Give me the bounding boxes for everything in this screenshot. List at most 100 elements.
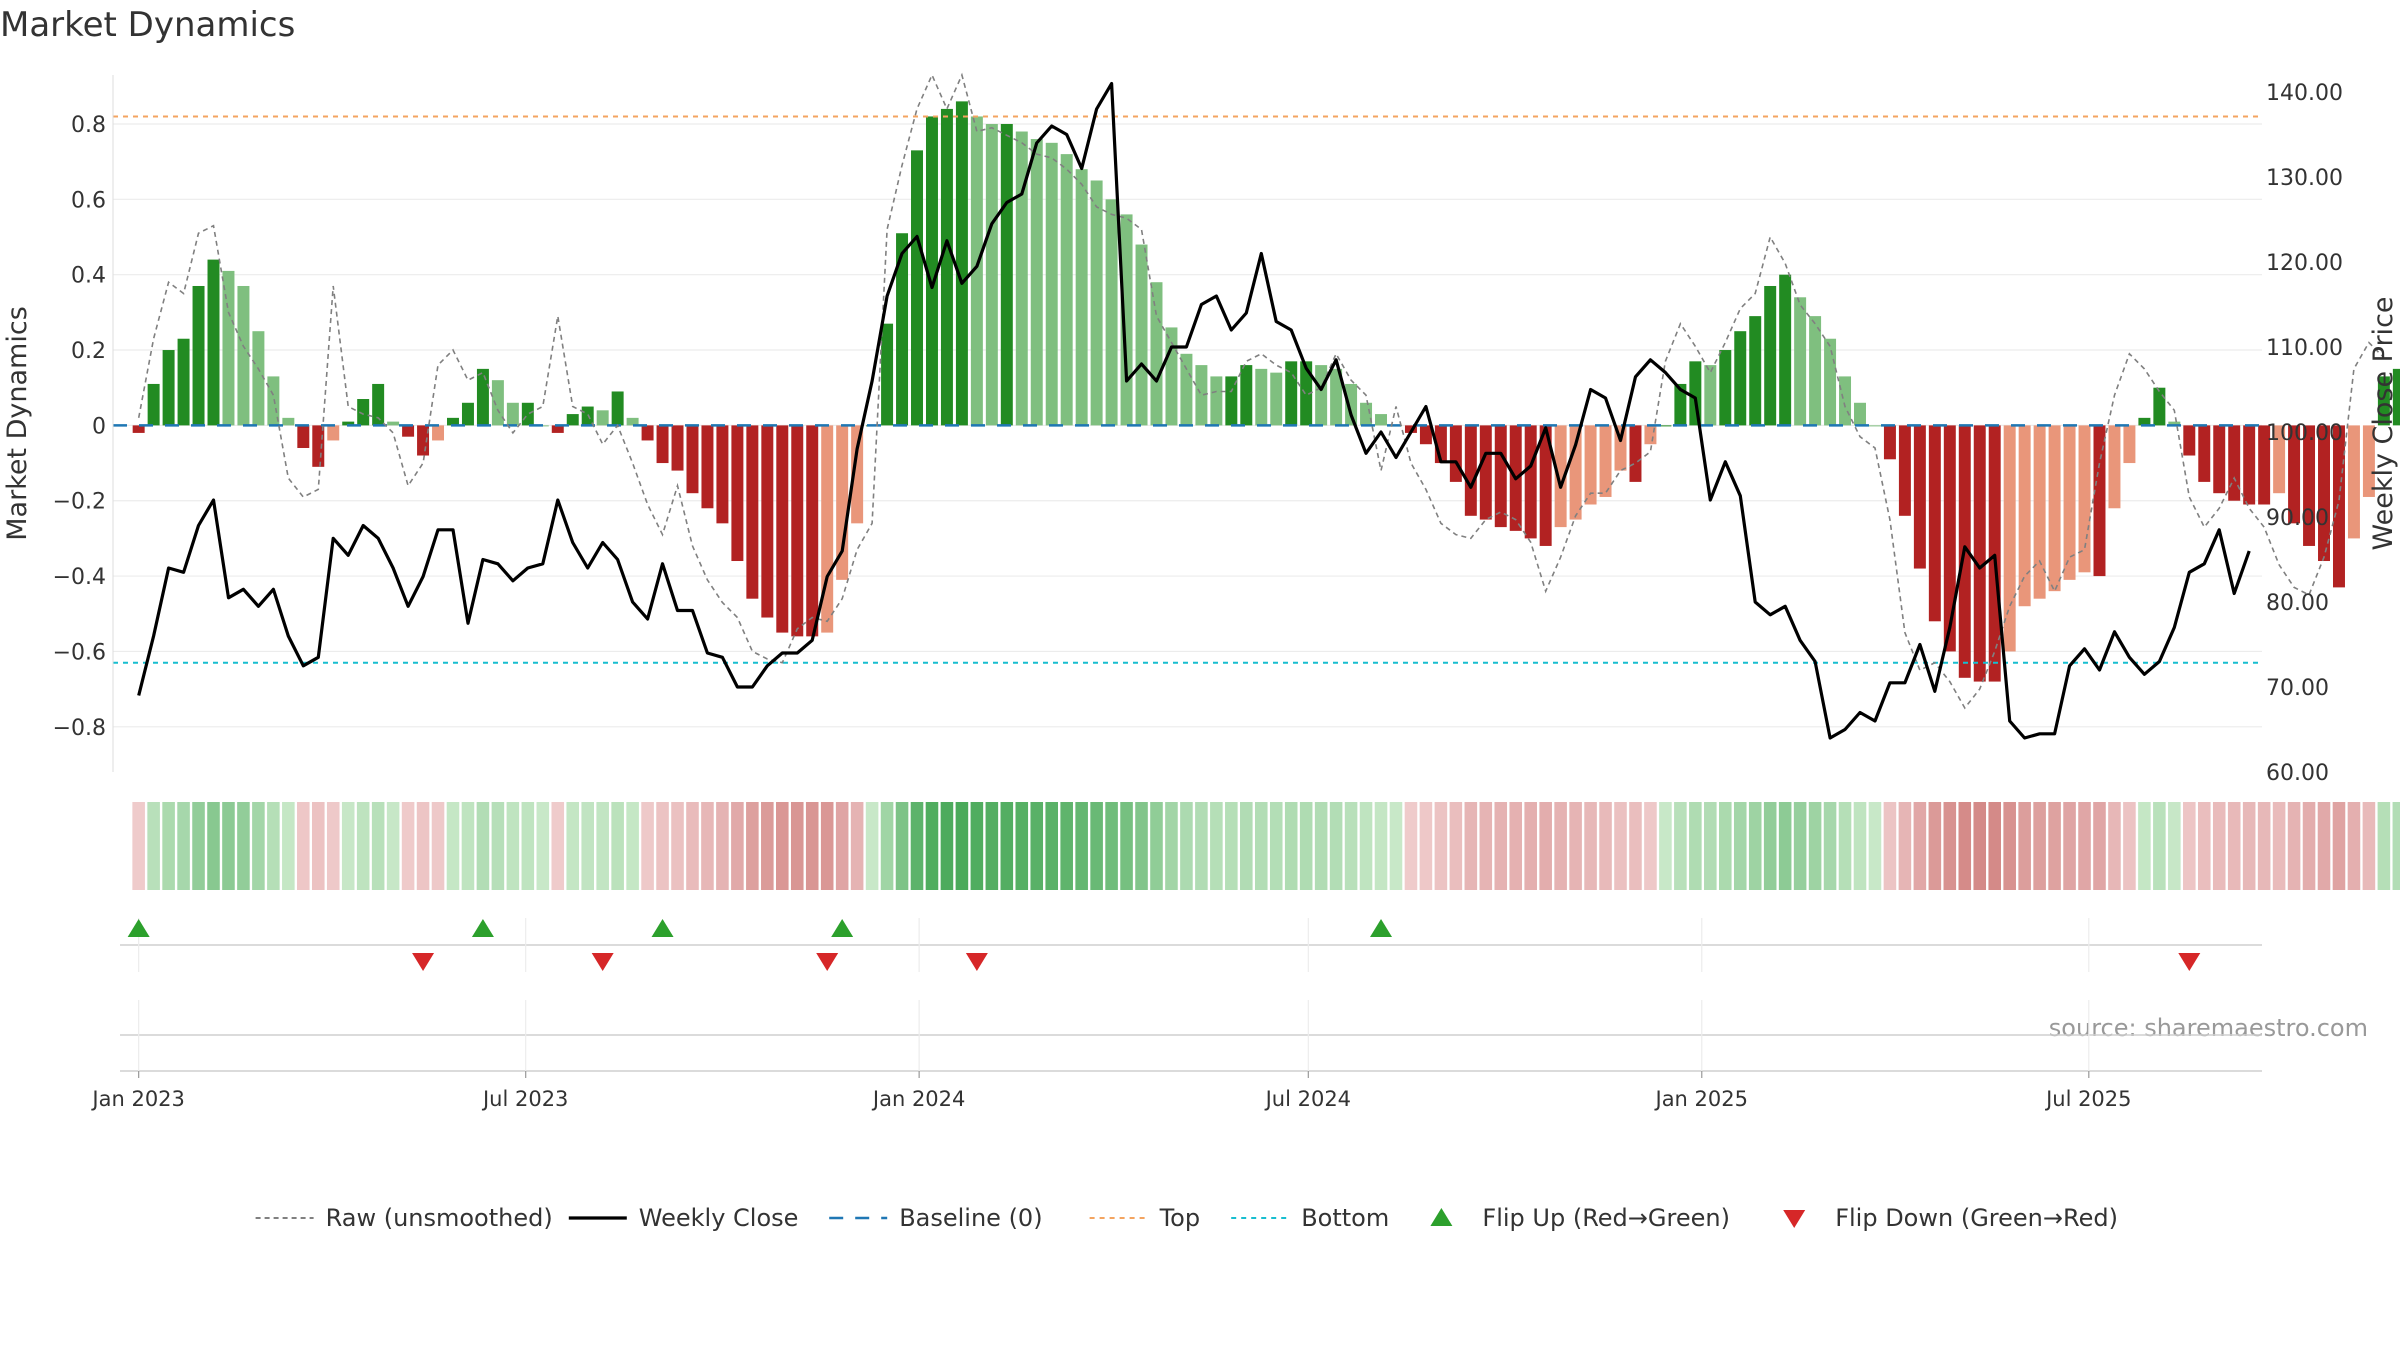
- dynamics-bar: [1180, 353, 1193, 426]
- regime-cell: [1389, 802, 1403, 890]
- dynamics-bar: [2243, 425, 2256, 505]
- dynamics-bar: [1779, 274, 1792, 426]
- dynamics-bar: [731, 425, 744, 562]
- dynamics-bar: [1449, 425, 1462, 482]
- dynamics-bar: [1315, 365, 1328, 426]
- legend-label: Raw (unsmoothed): [326, 1204, 553, 1232]
- dynamics-bar: [1360, 402, 1373, 426]
- regime-cell: [761, 802, 774, 890]
- dynamics-bar: [132, 425, 145, 433]
- dynamics-bar: [417, 425, 430, 456]
- regime-cell: [1299, 802, 1313, 890]
- dynamics-bar: [2048, 425, 2061, 592]
- regime-cell: [850, 802, 864, 890]
- regime-cell: [1599, 802, 1612, 890]
- dynamics-bar: [461, 402, 474, 426]
- flip-up-marker: [831, 919, 854, 937]
- dynamics-bar: [1569, 425, 1582, 520]
- dynamics-bar: [686, 425, 699, 494]
- dynamics-bar: [1854, 402, 1866, 426]
- legend-label: Baseline (0): [899, 1204, 1042, 1232]
- regime-cell: [1943, 802, 1957, 890]
- regime-cell: [1808, 802, 1822, 890]
- dynamics-bar: [1734, 331, 1747, 426]
- dynamics-bar: [1524, 425, 1537, 539]
- dynamics-bar: [1030, 139, 1043, 426]
- y-right-tick-label: 90.00: [2266, 506, 2329, 531]
- dynamics-bar: [746, 425, 759, 599]
- dynamics-bar: [836, 425, 849, 580]
- dynamics-bar: [2153, 387, 2166, 426]
- regime-cell: [2123, 802, 2136, 890]
- regime-cell: [701, 802, 714, 890]
- legend-label: Weekly Close: [639, 1204, 799, 1232]
- regime-cell: [2272, 802, 2286, 890]
- dynamics-bar: [1554, 425, 1567, 528]
- regime-cell: [985, 802, 999, 890]
- dynamics-bar: [432, 425, 445, 441]
- regime-cell: [596, 802, 609, 890]
- regime-cell: [356, 802, 370, 890]
- regime-cell: [2242, 802, 2256, 890]
- dynamics-bar: [716, 425, 729, 524]
- x-tick-label: Jul 2023: [481, 1087, 568, 1111]
- y-right-tick-label: 80.00: [2266, 591, 2329, 616]
- regime-cell: [1674, 802, 1687, 890]
- dynamics-bar: [896, 233, 909, 426]
- regime-cell: [1015, 802, 1029, 890]
- regime-cell: [2153, 802, 2166, 890]
- regime-cell: [686, 802, 699, 890]
- dynamics-bar: [147, 383, 160, 426]
- dynamics-bar: [2392, 368, 2400, 426]
- lines-layer: [113, 72, 2385, 740]
- dynamics-bar: [1839, 376, 1852, 426]
- regime-cell: [2392, 802, 2400, 890]
- regime-cell: [805, 802, 819, 890]
- dynamics-bar: [192, 285, 205, 426]
- regime-cell: [297, 802, 310, 890]
- regime-cell: [716, 802, 729, 890]
- dynamics-bar: [2198, 425, 2211, 482]
- regime-cell: [940, 802, 954, 890]
- dynamics-bar: [312, 425, 325, 467]
- regime-cell: [895, 802, 909, 890]
- dynamics-bar: [1494, 425, 1507, 528]
- legend: Raw (unsmoothed) Weekly Close Baseline (0)…: [255, 1204, 2118, 1232]
- regime-cell: [581, 802, 594, 890]
- regime-cell: [1704, 802, 1717, 890]
- dynamics-bar: [491, 380, 504, 426]
- dynamics-bar: [671, 425, 684, 471]
- regime-cell: [461, 802, 475, 890]
- regime-cell: [1120, 802, 1133, 890]
- regime-cell: [1853, 802, 1867, 890]
- regime-cell: [476, 802, 490, 890]
- regime-cell: [1868, 802, 1882, 890]
- regime-cell: [2183, 802, 2196, 890]
- dynamics-bar: [851, 425, 864, 524]
- regime-cell: [1434, 802, 1448, 890]
- dynamics-bar: [1479, 425, 1492, 520]
- dynamics-bar: [2213, 425, 2226, 494]
- dynamics-bar: [791, 425, 804, 637]
- dynamics-bar: [177, 338, 190, 426]
- chart-title: Market Dynamics: [0, 5, 295, 45]
- regime-cell: [1973, 802, 1987, 890]
- dynamics-bar: [282, 417, 295, 426]
- regime-cell: [521, 802, 535, 890]
- legend-item-bottom: Bottom: [1231, 1204, 1389, 1232]
- flip-up-marker: [471, 919, 494, 937]
- legend-flip-up-swatch: [1430, 1208, 1453, 1226]
- y-left-tick-label: −0.6: [53, 640, 106, 665]
- dynamics-bar: [1629, 425, 1642, 482]
- dynamics-bar: [566, 414, 579, 426]
- regime-cell: [132, 802, 145, 890]
- regime-cell: [267, 802, 280, 890]
- dynamics-bar: [761, 425, 774, 618]
- flip-down-marker: [412, 953, 435, 971]
- regime-cell: [1105, 802, 1118, 890]
- flip-down-marker: [2178, 953, 2201, 971]
- regime-cell: [865, 802, 879, 890]
- dynamics-bar: [1928, 425, 1941, 622]
- dynamics-bar: [1330, 368, 1343, 426]
- regime-cell: [776, 802, 789, 890]
